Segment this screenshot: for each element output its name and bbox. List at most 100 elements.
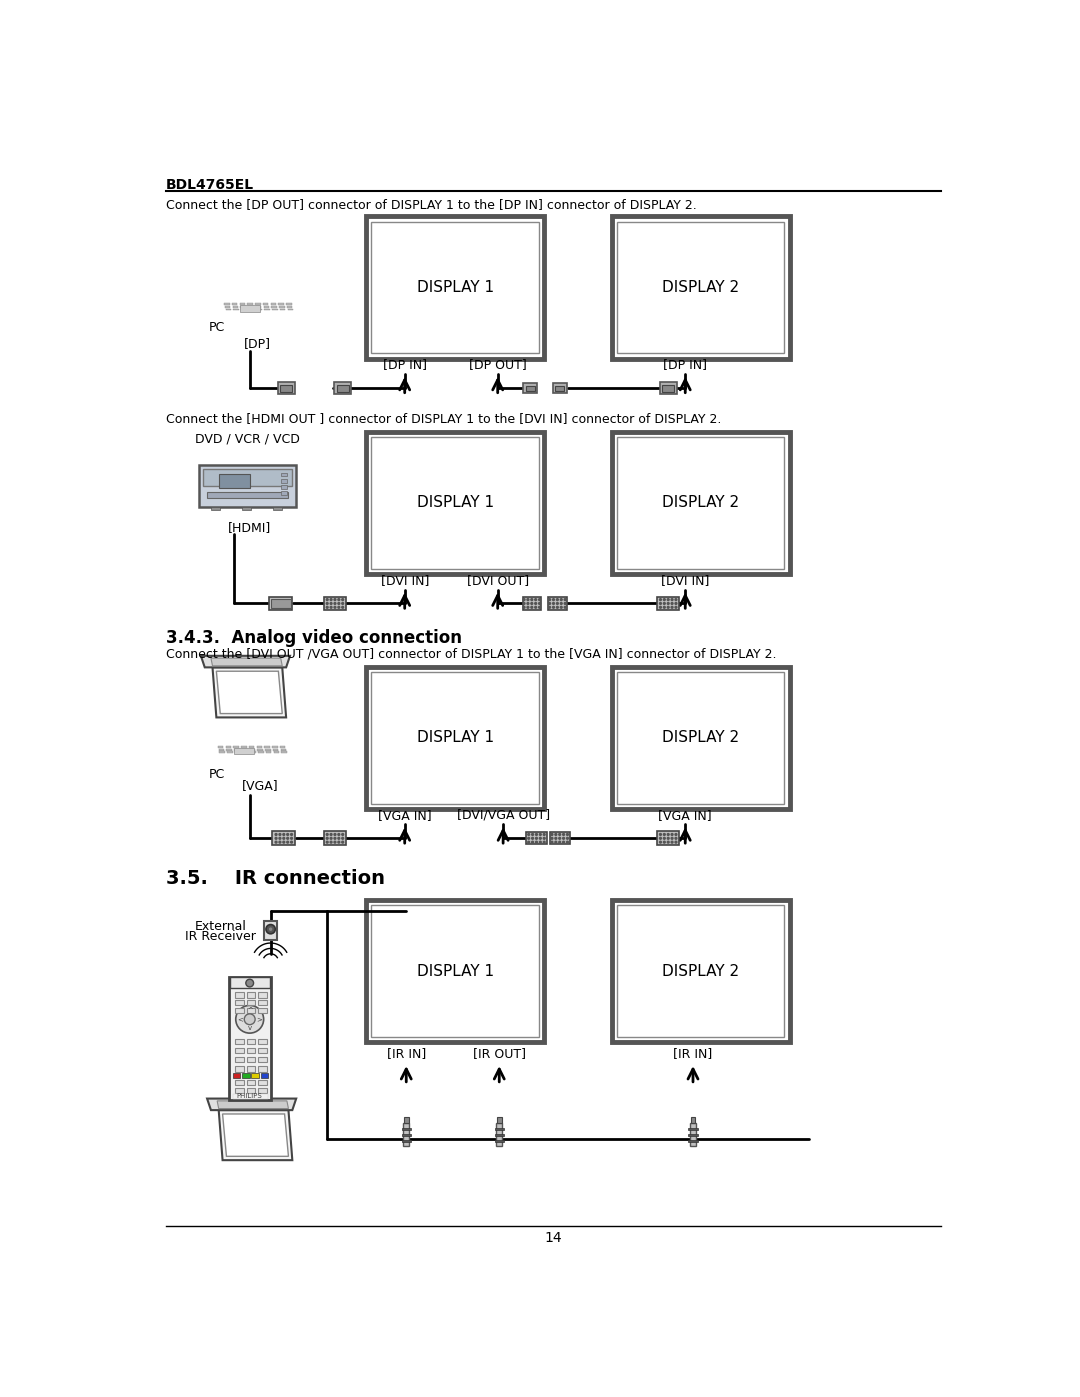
Bar [235,1038,243,1044]
Circle shape [663,841,665,842]
Text: [DVI IN]: [DVI IN] [380,574,429,587]
Bar [366,900,544,1042]
Circle shape [549,599,551,601]
Bar [688,1134,698,1136]
Bar [200,465,296,507]
Bar [334,383,351,394]
Bar [235,1066,243,1071]
Circle shape [567,837,568,840]
Bar [246,1048,255,1053]
Bar [243,752,248,753]
Bar [495,1134,504,1136]
Circle shape [567,834,568,835]
Bar [258,1048,267,1053]
Bar [272,309,278,310]
Bar [281,490,287,495]
Circle shape [543,837,545,840]
Circle shape [535,606,537,608]
Bar [403,1123,409,1147]
Circle shape [539,606,540,608]
Circle shape [556,606,558,608]
Bar [248,309,255,310]
Bar [495,1140,504,1143]
Bar [271,303,276,305]
Bar [286,303,292,305]
Text: [DVI IN]: [DVI IN] [661,574,710,587]
Circle shape [555,837,557,840]
Circle shape [536,841,538,842]
Bar [324,831,346,845]
Bar [523,598,541,609]
Circle shape [287,841,288,842]
Circle shape [287,837,288,840]
Circle shape [663,837,665,840]
Circle shape [341,602,343,605]
Circle shape [268,926,273,932]
Bar [233,746,239,747]
Bar [271,306,276,307]
Bar [548,598,567,609]
Bar [280,384,293,391]
Circle shape [675,602,677,605]
Text: DISPLAY 1: DISPLAY 1 [417,731,494,746]
Bar [242,749,247,750]
Bar [241,306,246,307]
Circle shape [561,599,563,601]
Bar [617,905,784,1037]
Circle shape [279,841,281,842]
Circle shape [528,841,529,842]
Text: PC: PC [208,768,225,781]
Bar [218,474,249,488]
Circle shape [523,606,525,608]
Bar [611,217,789,359]
Circle shape [338,837,340,840]
Circle shape [539,599,540,601]
Bar [281,472,287,476]
Bar [272,746,278,747]
Bar [272,831,296,845]
Circle shape [675,606,677,608]
Bar [258,1058,267,1062]
Circle shape [341,599,343,601]
Circle shape [334,834,336,835]
Bar [258,1066,267,1071]
Circle shape [291,837,293,840]
Text: 14: 14 [544,1231,563,1245]
Bar [247,303,253,305]
Bar [203,469,293,486]
Circle shape [663,834,665,835]
Text: [IR IN]: [IR IN] [387,1048,426,1060]
Circle shape [283,841,285,842]
Bar [246,1066,255,1071]
Bar [230,977,270,989]
Circle shape [531,837,534,840]
Text: 3.5.    IR connection: 3.5. IR connection [166,869,384,888]
Bar [229,977,271,1099]
Circle shape [660,834,661,835]
Circle shape [334,602,336,605]
Circle shape [660,602,661,605]
Circle shape [543,834,545,835]
Circle shape [551,837,553,840]
Bar [282,752,287,753]
Circle shape [667,599,670,601]
Circle shape [535,602,537,605]
Circle shape [338,602,340,605]
Circle shape [671,834,673,835]
Text: DISPLAY 2: DISPLAY 2 [662,964,740,979]
Bar [281,485,287,489]
Bar [249,749,255,750]
Text: Connect the [DVI OUT /VGA OUT] connector of DISPLAY 1 to the [VGA IN] connector : Connect the [DVI OUT /VGA OUT] connector… [166,647,777,659]
Bar [496,1123,502,1147]
Text: 3.4.3.  Analog video connection: 3.4.3. Analog video connection [166,629,462,647]
Bar [256,306,261,307]
Circle shape [564,602,566,605]
Circle shape [671,841,673,842]
Text: ^: ^ [246,1007,253,1013]
Bar [688,1127,698,1130]
Circle shape [338,841,340,842]
Bar [660,383,677,394]
Bar [257,749,262,750]
Text: [IR OUT]: [IR OUT] [473,1048,526,1060]
Bar [241,309,246,310]
